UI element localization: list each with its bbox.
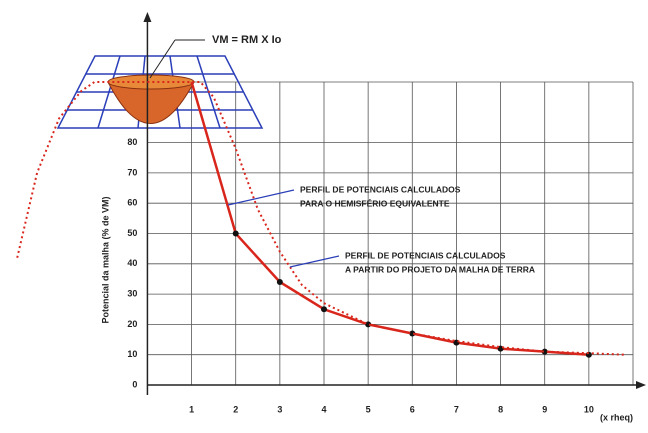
x-tick-label: 3 <box>277 404 282 414</box>
x-tick-label: 1 <box>189 404 194 414</box>
marker <box>321 306 327 312</box>
equation-leader <box>150 40 175 78</box>
y-axis-label: Potencial da malha (% de VM) <box>100 196 110 323</box>
y-tick-label: 10 <box>127 349 137 359</box>
annotation: PERFIL DE POTENCIAIS CALCULADOS <box>345 250 506 260</box>
annotation: PARA O HEMISFÉRIO EQUIVALENTE <box>300 198 450 208</box>
marker <box>233 231 239 237</box>
annotation-leader <box>290 256 339 267</box>
marker <box>586 352 592 358</box>
annotation: PERFIL DE POTENCIAIS CALCULADOS <box>300 184 461 194</box>
y-tick-label: 0 <box>132 379 137 389</box>
annotation: A PARTIR DO PROJETO DA MALHA DE TERRA <box>345 264 535 274</box>
x-axis-arrow <box>636 381 646 389</box>
y-tick-label: 70 <box>127 167 137 177</box>
x-tick-label: 4 <box>321 404 326 414</box>
x-tick-label: 10 <box>584 404 594 414</box>
x-tick-label: 2 <box>233 404 238 414</box>
x-tick-label: 7 <box>454 404 459 414</box>
x-axis-label: (x rheq) <box>600 412 633 422</box>
y-tick-label: 40 <box>127 258 137 268</box>
x-tick-label: 9 <box>542 404 547 414</box>
line <box>192 82 589 355</box>
marker <box>277 279 283 285</box>
equation: VM = RM X Io <box>212 34 282 46</box>
annotation-leader <box>228 190 294 205</box>
y-tick-label: 60 <box>127 198 137 208</box>
y-tick-label: 30 <box>127 288 137 298</box>
y-tick-label: 50 <box>127 228 137 238</box>
x-tick-label: 6 <box>410 404 415 414</box>
y-tick-label: 20 <box>127 319 137 329</box>
y-tick-label: 80 <box>127 137 137 147</box>
x-tick-label: 5 <box>366 404 371 414</box>
chart: VM = RM X Io Potencial da malha (% de VM… <box>0 0 648 428</box>
y-axis-arrow <box>143 12 151 22</box>
x-tick-label: 8 <box>498 404 503 414</box>
